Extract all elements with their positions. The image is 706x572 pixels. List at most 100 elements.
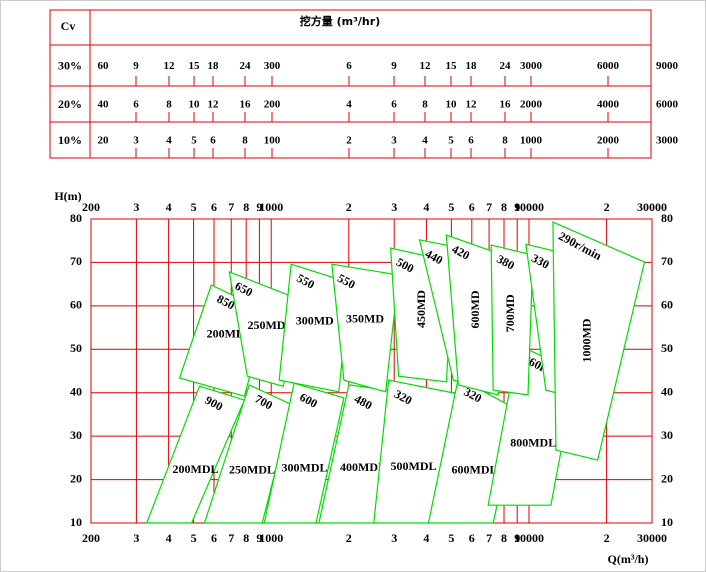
flow-value: 8 bbox=[502, 135, 508, 147]
x-tick-label: 3 bbox=[133, 200, 139, 214]
y-tick-label: 60 bbox=[70, 298, 82, 312]
x-tick-label: 3 bbox=[133, 531, 139, 545]
flow-value: 24 bbox=[240, 60, 252, 72]
region-label: 350MD bbox=[346, 312, 384, 326]
region-label: 500MDL bbox=[391, 459, 437, 473]
x-tick-label: 6 bbox=[211, 200, 217, 214]
region-label: 600MD bbox=[468, 290, 482, 328]
flow-value: 9000 bbox=[656, 60, 679, 72]
flow-value: 4 bbox=[346, 99, 352, 111]
region-label: 450MD bbox=[414, 290, 428, 328]
y-tick-label: 50 bbox=[661, 341, 673, 355]
cv-value: 10% bbox=[58, 133, 82, 147]
flow-value: 2000 bbox=[520, 99, 543, 111]
flow-value: 12 bbox=[208, 99, 220, 111]
pump-region bbox=[203, 384, 293, 524]
x-tick-label: 4 bbox=[423, 531, 429, 545]
x-tick-label: 1000 bbox=[259, 531, 283, 545]
flow-value: 3000 bbox=[656, 135, 679, 147]
x-tick-label: 30000 bbox=[637, 531, 667, 545]
flow-value: 3 bbox=[391, 135, 397, 147]
x-tick-label: 10000 bbox=[514, 531, 544, 545]
flow-table bbox=[49, 9, 652, 159]
flow-value: 3000 bbox=[520, 60, 543, 72]
flow-value: 6 bbox=[346, 60, 352, 72]
x-tick-label: 6 bbox=[469, 531, 475, 545]
x-tick-label: 200 bbox=[82, 200, 100, 214]
y-tick-label: 70 bbox=[661, 254, 673, 268]
x-tick-label: 7 bbox=[228, 531, 234, 545]
region-label: 200MD bbox=[207, 327, 245, 341]
x-tick-label: 1000 bbox=[259, 200, 283, 214]
x-tick-label: 9 bbox=[514, 200, 520, 214]
flow-value: 40 bbox=[98, 99, 110, 111]
x-tick-label: 10000 bbox=[514, 200, 544, 214]
x-tick-label: 30000 bbox=[637, 200, 667, 214]
x-tick-label: 5 bbox=[448, 200, 454, 214]
x-tick-label: 2 bbox=[346, 200, 352, 214]
table-title: 挖方量 (m³/hr) bbox=[300, 14, 380, 28]
x-tick-label: 9 bbox=[256, 531, 262, 545]
x-tick-label: 3 bbox=[391, 531, 397, 545]
x-tick-label: 6 bbox=[211, 531, 217, 545]
pump-region bbox=[278, 263, 351, 393]
x-tick-label: 8 bbox=[501, 531, 507, 545]
region-label: 250MD bbox=[247, 318, 285, 332]
flow-value: 18 bbox=[208, 60, 220, 72]
flow-value: 300 bbox=[264, 60, 281, 72]
flow-value: 100 bbox=[264, 135, 281, 147]
x-tick-label: 2 bbox=[604, 200, 610, 214]
x-tick-label: 7 bbox=[486, 531, 492, 545]
flow-value: 4000 bbox=[597, 99, 620, 111]
cv-value: 20% bbox=[58, 97, 82, 111]
y-tick-label: 40 bbox=[661, 384, 673, 398]
flow-value: 16 bbox=[240, 99, 252, 111]
y-axis-label: H(m) bbox=[54, 189, 81, 203]
x-tick-label: 7 bbox=[228, 200, 234, 214]
x-tick-label: 5 bbox=[448, 531, 454, 545]
flow-value: 6000 bbox=[656, 99, 679, 111]
flow-value: 6 bbox=[391, 99, 397, 111]
flow-value: 16 bbox=[500, 99, 512, 111]
flow-value: 4 bbox=[422, 135, 428, 147]
x-tick-label: 8 bbox=[501, 200, 507, 214]
pump-region bbox=[263, 382, 345, 524]
pump-region bbox=[145, 385, 246, 524]
flow-value: 2000 bbox=[597, 135, 620, 147]
flow-value: 6000 bbox=[597, 60, 620, 72]
x-tick-label: 9 bbox=[256, 200, 262, 214]
x-tick-label: 5 bbox=[191, 531, 197, 545]
flow-value: 60 bbox=[98, 60, 110, 72]
flow-value: 8 bbox=[422, 99, 428, 111]
x-tick-label: 4 bbox=[166, 531, 172, 545]
x-tick-label: 4 bbox=[423, 200, 429, 214]
flow-value: 12 bbox=[466, 99, 478, 111]
flow-value: 5 bbox=[191, 135, 197, 147]
x-tick-label: 9 bbox=[514, 531, 520, 545]
region-label: 250MDL bbox=[229, 463, 275, 477]
region-label: 400MDL bbox=[340, 460, 386, 474]
flow-value: 200 bbox=[264, 99, 281, 111]
x-tick-label: 2 bbox=[346, 531, 352, 545]
region-label: 800MDL bbox=[510, 436, 556, 450]
region-label: 700MD bbox=[503, 294, 517, 332]
flow-value: 8 bbox=[166, 99, 172, 111]
region-label: 300MD bbox=[296, 313, 334, 327]
flow-value: 8 bbox=[242, 135, 248, 147]
flow-value: 12 bbox=[164, 60, 176, 72]
flow-value: 3 bbox=[133, 135, 139, 147]
table-border bbox=[49, 9, 652, 159]
pump-region bbox=[490, 244, 534, 396]
flow-value: 12 bbox=[420, 60, 432, 72]
pump-region bbox=[331, 263, 400, 393]
pump-region bbox=[445, 234, 504, 396]
flow-value: 15 bbox=[446, 60, 458, 72]
x-tick-label: 7 bbox=[486, 200, 492, 214]
x-tick-label: 4 bbox=[166, 200, 172, 214]
x-tick-label: 6 bbox=[469, 200, 475, 214]
y-tick-label: 30 bbox=[661, 428, 673, 442]
y-tick-label: 20 bbox=[70, 471, 82, 485]
flow-value: 4 bbox=[166, 135, 172, 147]
flow-value: 6 bbox=[133, 99, 139, 111]
